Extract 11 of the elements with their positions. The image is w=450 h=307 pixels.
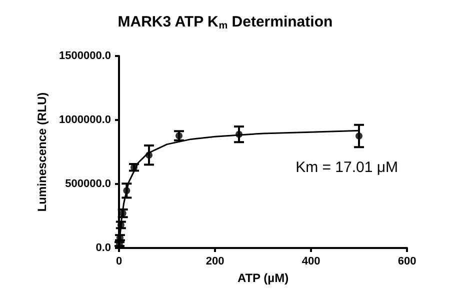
y-tick-label: 0.0 [96,242,111,254]
x-axis-title: ATP (µM) [237,271,289,285]
x-tick-label: 0 [116,256,122,268]
annotation: Km = 17.01 μM [296,159,398,176]
x-tick-label: 600 [398,256,416,268]
x-tick-label: 200 [206,256,224,268]
y-tick-label: 1500000.0 [59,50,111,62]
x-tick-label: 400 [302,256,320,268]
y-tick-label: 500000.0 [65,178,111,190]
y-tick-label: 1000000.0 [59,114,111,126]
y-axis-title: Luminescence (RLU) [35,92,50,212]
